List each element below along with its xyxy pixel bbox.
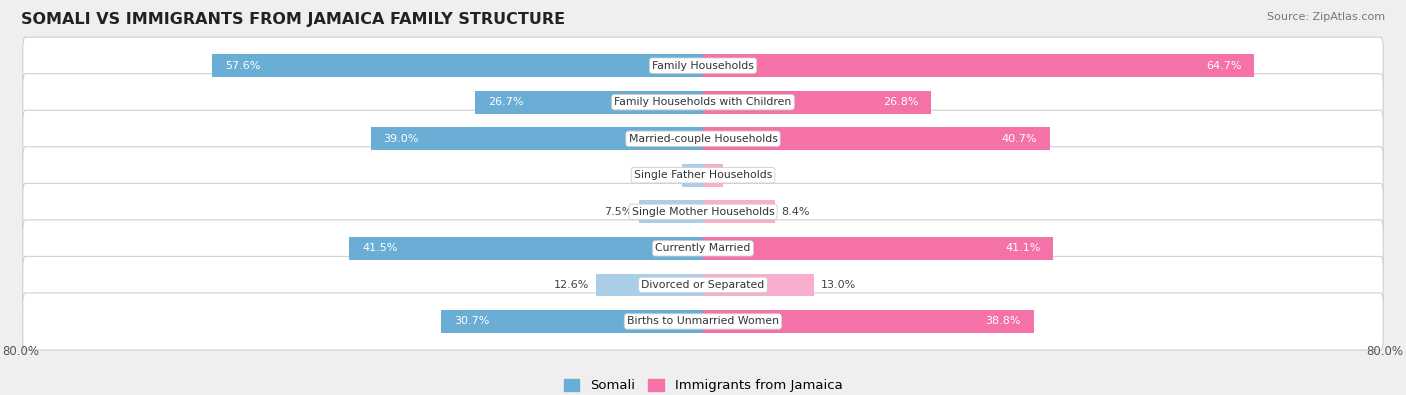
Bar (703, 201, 775, 223)
Text: 2.5%: 2.5% (647, 170, 675, 180)
Text: Family Households: Family Households (652, 61, 754, 71)
Text: 12.6%: 12.6% (554, 280, 589, 290)
Text: 26.7%: 26.7% (488, 97, 523, 107)
Text: 38.8%: 38.8% (986, 316, 1021, 326)
Bar (703, 274, 814, 296)
FancyBboxPatch shape (22, 293, 1384, 350)
Text: 57.6%: 57.6% (225, 61, 260, 71)
Bar (441, 310, 703, 333)
Text: Currently Married: Currently Married (655, 243, 751, 253)
Text: 8.4%: 8.4% (782, 207, 810, 217)
Bar (703, 310, 1033, 333)
Text: Single Mother Households: Single Mother Households (631, 207, 775, 217)
Bar (703, 128, 1050, 150)
Bar (682, 164, 703, 186)
Text: Births to Unmarried Women: Births to Unmarried Women (627, 316, 779, 326)
Text: 64.7%: 64.7% (1206, 61, 1241, 71)
FancyBboxPatch shape (22, 220, 1384, 277)
Bar (703, 237, 1053, 260)
FancyBboxPatch shape (22, 74, 1384, 131)
FancyBboxPatch shape (22, 110, 1384, 167)
Text: 30.7%: 30.7% (454, 316, 489, 326)
Bar (371, 128, 703, 150)
Text: 40.7%: 40.7% (1001, 134, 1038, 144)
Text: 13.0%: 13.0% (821, 280, 856, 290)
Text: Family Households with Children: Family Households with Children (614, 97, 792, 107)
Text: SOMALI VS IMMIGRANTS FROM JAMAICA FAMILY STRUCTURE: SOMALI VS IMMIGRANTS FROM JAMAICA FAMILY… (21, 12, 565, 27)
Bar (212, 55, 703, 77)
Text: 41.5%: 41.5% (363, 243, 398, 253)
Text: Source: ZipAtlas.com: Source: ZipAtlas.com (1267, 12, 1385, 22)
Text: 41.1%: 41.1% (1005, 243, 1040, 253)
FancyBboxPatch shape (22, 147, 1384, 204)
Text: Single Father Households: Single Father Households (634, 170, 772, 180)
FancyBboxPatch shape (22, 37, 1384, 94)
Bar (596, 274, 703, 296)
FancyBboxPatch shape (22, 256, 1384, 313)
Text: Divorced or Separated: Divorced or Separated (641, 280, 765, 290)
Bar (475, 91, 703, 113)
Text: 2.3%: 2.3% (730, 170, 758, 180)
Text: 7.5%: 7.5% (603, 207, 633, 217)
Bar (349, 237, 703, 260)
Legend: Somali, Immigrants from Jamaica: Somali, Immigrants from Jamaica (558, 373, 848, 395)
Text: 26.8%: 26.8% (883, 97, 918, 107)
Text: Married-couple Households: Married-couple Households (628, 134, 778, 144)
Bar (640, 201, 703, 223)
Bar (703, 164, 723, 186)
Bar (703, 91, 931, 113)
Text: 39.0%: 39.0% (384, 134, 419, 144)
Bar (703, 55, 1254, 77)
FancyBboxPatch shape (22, 183, 1384, 240)
